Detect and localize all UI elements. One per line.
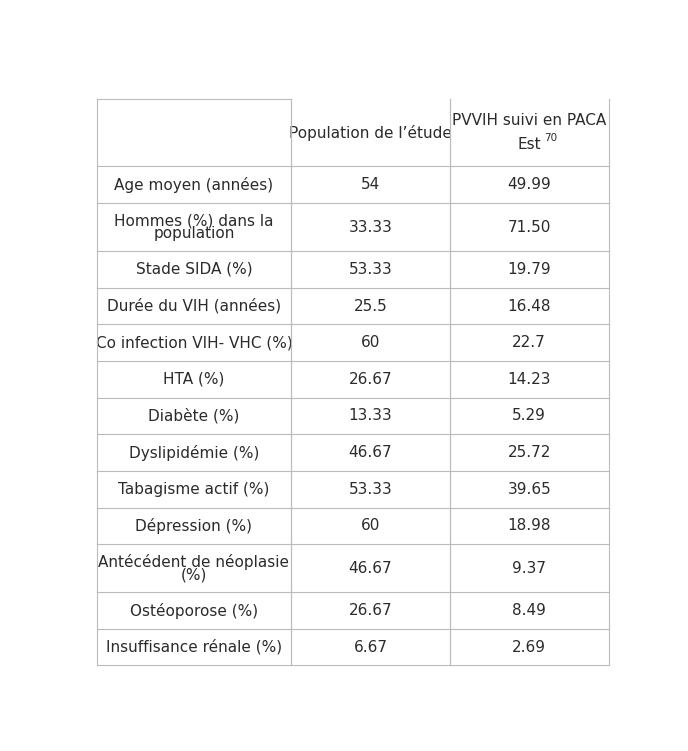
Text: 60: 60 [361,335,380,350]
Text: Est: Est [517,137,541,152]
Text: Antécédent de néoplasie: Antécédent de néoplasie [98,553,290,570]
Text: Dyslipidémie (%): Dyslipidémie (%) [129,445,259,460]
Text: 25.72: 25.72 [508,445,551,460]
Text: Co infection VIH- VHC (%): Co infection VIH- VHC (%) [96,335,292,350]
Text: 16.48: 16.48 [508,298,551,313]
Text: Ostéoporose (%): Ostéoporose (%) [130,602,258,619]
Text: 19.79: 19.79 [507,262,551,277]
Text: 9.37: 9.37 [512,561,546,576]
Text: 53.33: 53.33 [349,262,392,277]
Text: 46.67: 46.67 [349,561,392,576]
Text: Hommes (%) dans la: Hommes (%) dans la [114,213,274,228]
Text: Durée du VIH (années): Durée du VIH (années) [107,298,281,314]
Text: 6.67: 6.67 [354,640,387,655]
Text: Insuffisance rénale (%): Insuffisance rénale (%) [106,639,282,655]
Text: 5.29: 5.29 [513,409,546,424]
Text: Diabète (%): Diabète (%) [148,409,239,424]
Text: population: population [153,226,235,241]
Text: 14.23: 14.23 [508,372,551,387]
Text: Tabagisme actif (%): Tabagisme actif (%) [118,482,270,496]
Text: 2.69: 2.69 [512,640,546,655]
Text: 13.33: 13.33 [349,409,392,424]
Text: Age moyen (années): Age moyen (années) [114,176,274,193]
Text: 46.67: 46.67 [349,445,392,460]
Text: Population de l’étude: Population de l’étude [289,125,452,140]
Text: 60: 60 [361,518,380,533]
Text: 25.5: 25.5 [354,298,387,313]
Text: 8.49: 8.49 [513,603,546,618]
Text: 26.67: 26.67 [349,603,392,618]
Text: HTA (%): HTA (%) [163,372,224,387]
Text: 26.67: 26.67 [349,372,392,387]
Text: 18.98: 18.98 [508,518,551,533]
Text: 49.99: 49.99 [507,177,551,192]
Text: PVVIH suivi en PACA: PVVIH suivi en PACA [452,113,606,128]
Text: 70: 70 [544,133,557,143]
Text: (%): (%) [181,567,207,582]
Text: 53.33: 53.33 [349,482,392,496]
Text: 33.33: 33.33 [349,219,392,234]
Text: Dépression (%): Dépression (%) [136,518,252,534]
Text: 39.65: 39.65 [507,482,551,496]
Text: 71.50: 71.50 [508,219,551,234]
Text: 22.7: 22.7 [513,335,546,350]
Text: 54: 54 [361,177,380,192]
Text: Stade SIDA (%): Stade SIDA (%) [136,262,252,277]
